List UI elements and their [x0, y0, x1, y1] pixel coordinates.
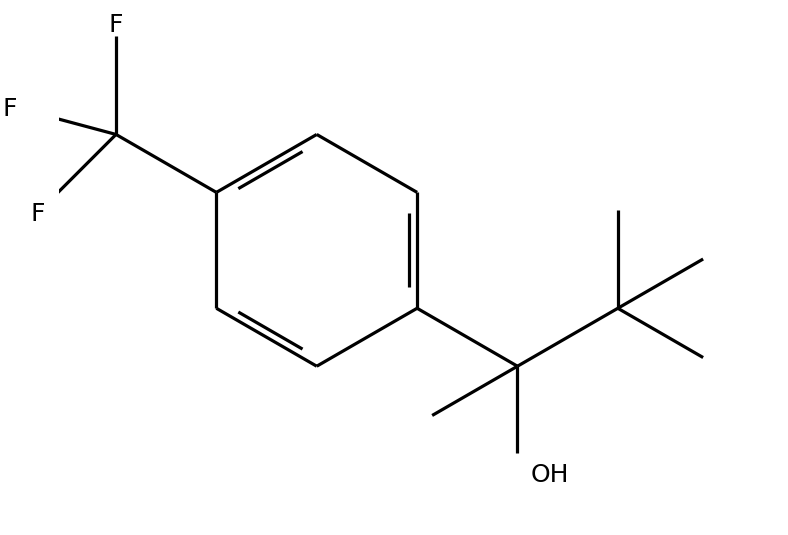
Text: OH: OH	[530, 463, 569, 487]
Text: F: F	[2, 97, 17, 121]
Text: F: F	[109, 13, 123, 37]
Text: F: F	[31, 202, 45, 226]
